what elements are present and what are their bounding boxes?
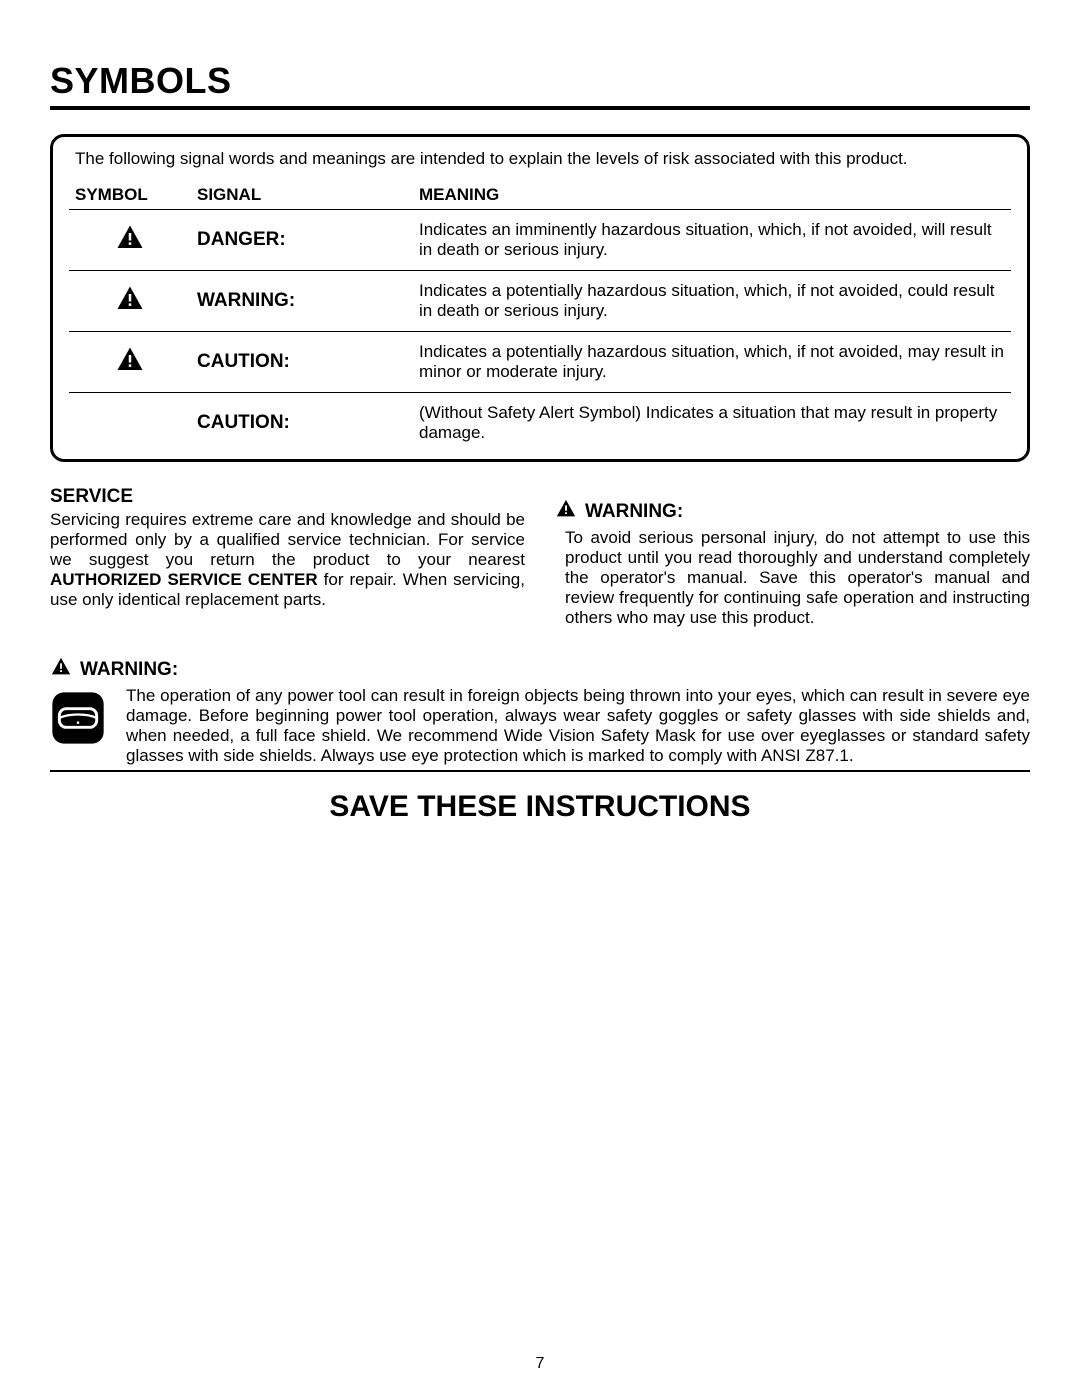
service-heading: SERVICE <box>50 486 525 508</box>
symbol-cell <box>69 271 191 332</box>
save-instructions: SAVE THESE INSTRUCTIONS <box>50 790 1030 824</box>
page-title: SYMBOLS <box>50 60 1030 102</box>
goggles-icon <box>50 690 106 751</box>
bottom-rule <box>50 770 1030 772</box>
bottom-warning-section: WARNING: The operation of any power tool… <box>50 656 1030 766</box>
table-row: WARNING:Indicates a potentially hazardou… <box>69 271 1011 332</box>
symbol-cell <box>69 332 191 393</box>
symbols-table: SYMBOL SIGNAL MEANING DANGER:Indicates a… <box>69 179 1011 453</box>
warning-bottom-text: The operation of any power tool can resu… <box>126 686 1030 766</box>
th-signal: SIGNAL <box>191 179 413 210</box>
meaning-cell: (Without Safety Alert Symbol) Indicates … <box>413 393 1011 454</box>
th-symbol: SYMBOL <box>69 179 191 210</box>
warning-right-text: To avoid serious personal injury, do not… <box>565 528 1030 628</box>
meaning-cell: Indicates a potentially hazardous situat… <box>413 271 1011 332</box>
service-text: Servicing requires extreme care and know… <box>50 510 525 610</box>
meaning-cell: Indicates a potentially hazardous situat… <box>413 332 1011 393</box>
signal-cell: WARNING: <box>191 271 413 332</box>
warning-heading-right: WARNING: <box>555 498 1030 526</box>
warning-heading-bottom-text: WARNING: <box>80 659 178 681</box>
service-text-pre: Servicing requires extreme care and know… <box>50 510 525 569</box>
two-column-section: SERVICE Servicing requires extreme care … <box>50 486 1030 628</box>
alert-icon <box>50 656 72 684</box>
signal-table: The following signal words and meanings … <box>50 134 1030 462</box>
symbol-cell <box>69 393 191 454</box>
table-intro: The following signal words and meanings … <box>69 149 1011 169</box>
warning-heading-bottom: WARNING: <box>50 656 1030 684</box>
service-bold: AUTHORIZED SERVICE CENTER <box>50 570 318 589</box>
signal-cell: CAUTION: <box>191 393 413 454</box>
service-column: SERVICE Servicing requires extreme care … <box>50 486 525 628</box>
page-number: 7 <box>0 1355 1080 1373</box>
symbol-cell <box>69 210 191 271</box>
th-meaning: MEANING <box>413 179 1011 210</box>
warning-column: WARNING: To avoid serious personal injur… <box>555 486 1030 628</box>
table-row: DANGER:Indicates an imminently hazardous… <box>69 210 1011 271</box>
table-row: CAUTION:Indicates a potentially hazardou… <box>69 332 1011 393</box>
title-rule <box>50 106 1030 110</box>
warning-heading-right-text: WARNING: <box>585 501 683 523</box>
meaning-cell: Indicates an imminently hazardous situat… <box>413 210 1011 271</box>
table-row: CAUTION:(Without Safety Alert Symbol) In… <box>69 393 1011 454</box>
signal-cell: DANGER: <box>191 210 413 271</box>
alert-icon <box>555 498 577 526</box>
signal-cell: CAUTION: <box>191 332 413 393</box>
